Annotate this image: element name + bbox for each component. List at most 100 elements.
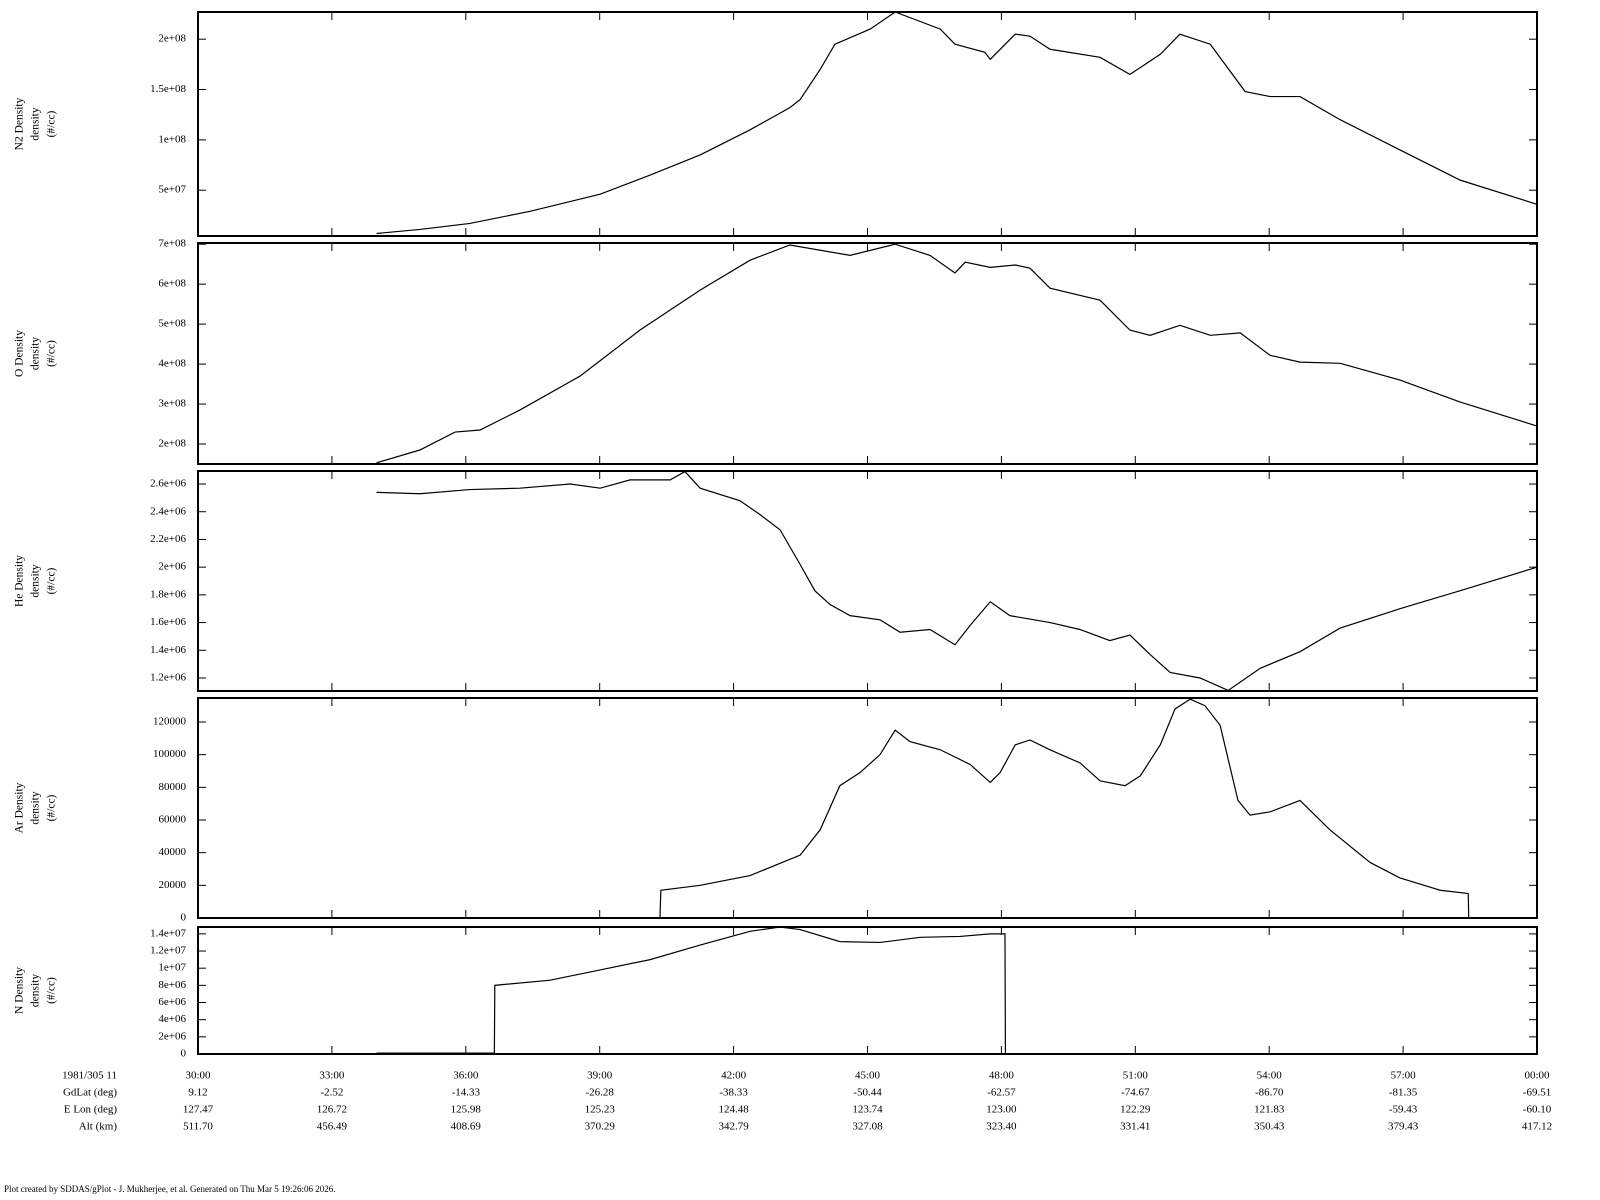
y-axis-label: (#/cc): [46, 794, 58, 821]
row-value: -14.33: [452, 1087, 481, 1099]
panel-frame: [197, 11, 1538, 237]
y-tick-label: 100000: [153, 748, 187, 760]
y-tick-label: 1.2e+07: [150, 945, 186, 957]
y-tick-label: 1.4e+07: [150, 927, 186, 939]
row-value: 124.48: [718, 1104, 749, 1116]
y-axis-label: N Density: [14, 967, 26, 1014]
row-value: 126.72: [317, 1104, 347, 1116]
y-tick-label: 6e+06: [158, 996, 186, 1008]
y-tick-label: 0: [181, 912, 187, 924]
y-axis-label: He Density: [14, 555, 26, 607]
y-tick-label: 4e+06: [158, 1013, 186, 1025]
row-value: 327.08: [852, 1121, 883, 1133]
row-label: GdLat (deg): [63, 1087, 117, 1099]
y-tick-label: 1.8e+06: [150, 588, 186, 600]
row-value: -50.44: [853, 1087, 882, 1099]
y-tick-label: 5e+08: [158, 318, 186, 330]
y-axis-label: density: [30, 564, 42, 597]
y-tick-label: 2.6e+06: [150, 478, 186, 490]
row-value: -86.70: [1255, 1087, 1284, 1099]
y-axis-label: (#/cc): [46, 977, 58, 1004]
row-value: 121.83: [1254, 1104, 1285, 1116]
x-tick-label: 36:00: [453, 1070, 479, 1082]
x-tick-label: 30:00: [185, 1070, 211, 1082]
row-value: 123.74: [852, 1104, 883, 1116]
panel-frame: [197, 926, 1538, 1055]
y-tick-label: 1.2e+06: [150, 672, 186, 684]
x-tick-label: 42:00: [721, 1070, 747, 1082]
y-tick-label: 8e+06: [158, 979, 186, 991]
row-value: 456.49: [317, 1121, 348, 1133]
panel-frame: [197, 470, 1538, 692]
row-value: -38.33: [719, 1087, 748, 1099]
row-value: -60.10: [1523, 1104, 1552, 1116]
density-line: [376, 243, 1538, 464]
y-tick-label: 7e+08: [158, 238, 186, 250]
x-tick-label: 45:00: [855, 1070, 881, 1082]
row-value: -81.35: [1389, 1087, 1418, 1099]
row-value: -2.52: [320, 1087, 343, 1099]
y-tick-label: 2e+08: [158, 33, 186, 45]
row-value: 342.79: [718, 1121, 749, 1133]
y-axis-label: (#/cc): [46, 567, 58, 594]
density-line: [376, 926, 1537, 1055]
y-tick-label: 1.6e+06: [150, 616, 186, 628]
y-tick-label: 2e+06: [158, 1030, 186, 1042]
row-value: 350.43: [1254, 1121, 1285, 1133]
row-value: 125.98: [451, 1104, 482, 1116]
y-axis-label: N2 Density: [14, 97, 26, 150]
row-value: -74.67: [1121, 1087, 1150, 1099]
row-value: 127.47: [183, 1104, 214, 1116]
density-line: [376, 470, 1538, 692]
y-tick-label: 40000: [159, 846, 187, 858]
y-tick-label: 6e+08: [158, 278, 186, 290]
y-tick-label: 60000: [159, 814, 187, 826]
y-tick-label: 2e+06: [158, 561, 186, 573]
y-tick-label: 1e+08: [158, 133, 186, 145]
row-label: E Lon (deg): [64, 1104, 117, 1116]
y-axis-label: O Density: [14, 330, 26, 377]
row-value: -69.51: [1523, 1087, 1551, 1099]
x-tick-label: 54:00: [1257, 1070, 1283, 1082]
y-axis-label: (#/cc): [46, 110, 58, 137]
row-value: -59.43: [1389, 1104, 1418, 1116]
row-value: -62.57: [987, 1087, 1016, 1099]
y-axis-label: density: [30, 791, 42, 824]
x-tick-label: 57:00: [1391, 1070, 1417, 1082]
row-value: 408.69: [451, 1121, 482, 1133]
footer: Plot created by SDDAS/gPlot - J. Mukherj…: [4, 1184, 336, 1194]
y-axis-label: (#/cc): [46, 340, 58, 367]
panel-frame: [197, 697, 1538, 919]
x-tick-label: 00:00: [1524, 1070, 1550, 1082]
row-value: 417.12: [1522, 1121, 1552, 1133]
panel-frame: [197, 242, 1538, 465]
y-tick-label: 120000: [153, 716, 187, 728]
row-value: 323.40: [986, 1121, 1017, 1133]
y-tick-label: 3e+08: [158, 398, 186, 410]
row-value: 370.29: [585, 1121, 616, 1133]
y-axis-label: density: [30, 337, 42, 370]
x-tick-label: 39:00: [587, 1070, 613, 1082]
y-tick-label: 4e+08: [158, 358, 186, 370]
row-value: 122.29: [1120, 1104, 1151, 1116]
row-value: 123.00: [986, 1104, 1017, 1116]
y-tick-label: 80000: [159, 781, 187, 793]
y-tick-label: 0: [181, 1048, 187, 1060]
y-tick-label: 2e+08: [158, 438, 186, 450]
row-value: 125.23: [585, 1104, 616, 1116]
density-line: [376, 698, 1470, 919]
x-tick-label: 51:00: [1123, 1070, 1149, 1082]
y-tick-label: 5e+07: [158, 184, 186, 196]
row-value: -26.28: [585, 1087, 614, 1099]
y-axis-label: density: [30, 107, 42, 140]
y-tick-label: 2.2e+06: [150, 533, 186, 545]
row-value: 9.12: [188, 1087, 207, 1099]
row-value: 379.43: [1388, 1121, 1419, 1133]
x-tick-label: 33:00: [319, 1070, 345, 1082]
row-value: 331.41: [1120, 1121, 1150, 1133]
y-tick-label: 2.4e+06: [150, 505, 186, 517]
row-value: 511.70: [183, 1121, 213, 1133]
y-axis-label: density: [30, 974, 42, 1007]
y-tick-label: 1.4e+06: [150, 644, 186, 656]
